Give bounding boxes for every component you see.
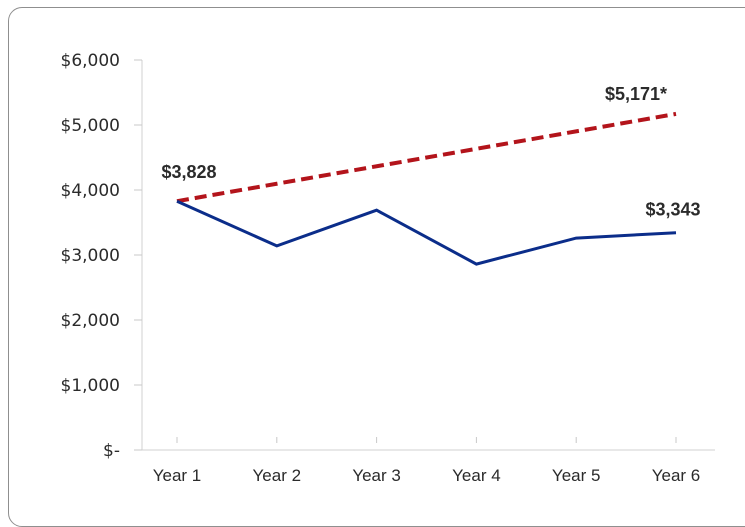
x-tick-label: Year 1 bbox=[153, 466, 202, 485]
y-tick-label: $6,000 bbox=[61, 51, 120, 71]
y-tick-label: $3,000 bbox=[61, 246, 120, 266]
x-tick-label: Year 6 bbox=[652, 466, 701, 485]
data-label: $5,171* bbox=[605, 84, 667, 104]
data-label: $3,828 bbox=[161, 162, 216, 182]
x-tick-label: Year 4 bbox=[452, 466, 501, 485]
data-label: $3,343 bbox=[645, 200, 700, 220]
data-labels: $3,828 $3,343 $5,171* bbox=[161, 84, 700, 220]
x-tick-label: Year 3 bbox=[352, 466, 401, 485]
y-ticks: $- $1,000 $2,000 $3,000 $4,000 $5,000 $6,000 bbox=[61, 51, 142, 461]
y-tick-label: $5,000 bbox=[61, 116, 120, 136]
actual-value-line bbox=[177, 201, 676, 264]
x-tick-label: Year 5 bbox=[552, 466, 601, 485]
series-layer bbox=[177, 114, 676, 264]
y-tick-label: $2,000 bbox=[61, 311, 120, 331]
line-chart: $- $1,000 $2,000 $3,000 $4,000 $5,000 $6,000 Y… bbox=[0, 0, 745, 504]
y-tick-label: $1,000 bbox=[61, 376, 120, 396]
y-tick-label: $4,000 bbox=[61, 181, 120, 201]
x-ticks: Year 1 Year 2 Year 3 Year 4 Year 5 Year 6 bbox=[153, 437, 701, 485]
y-tick-label: $- bbox=[103, 441, 120, 461]
dashed-projection-line bbox=[177, 114, 676, 201]
x-tick-label: Year 2 bbox=[253, 466, 302, 485]
